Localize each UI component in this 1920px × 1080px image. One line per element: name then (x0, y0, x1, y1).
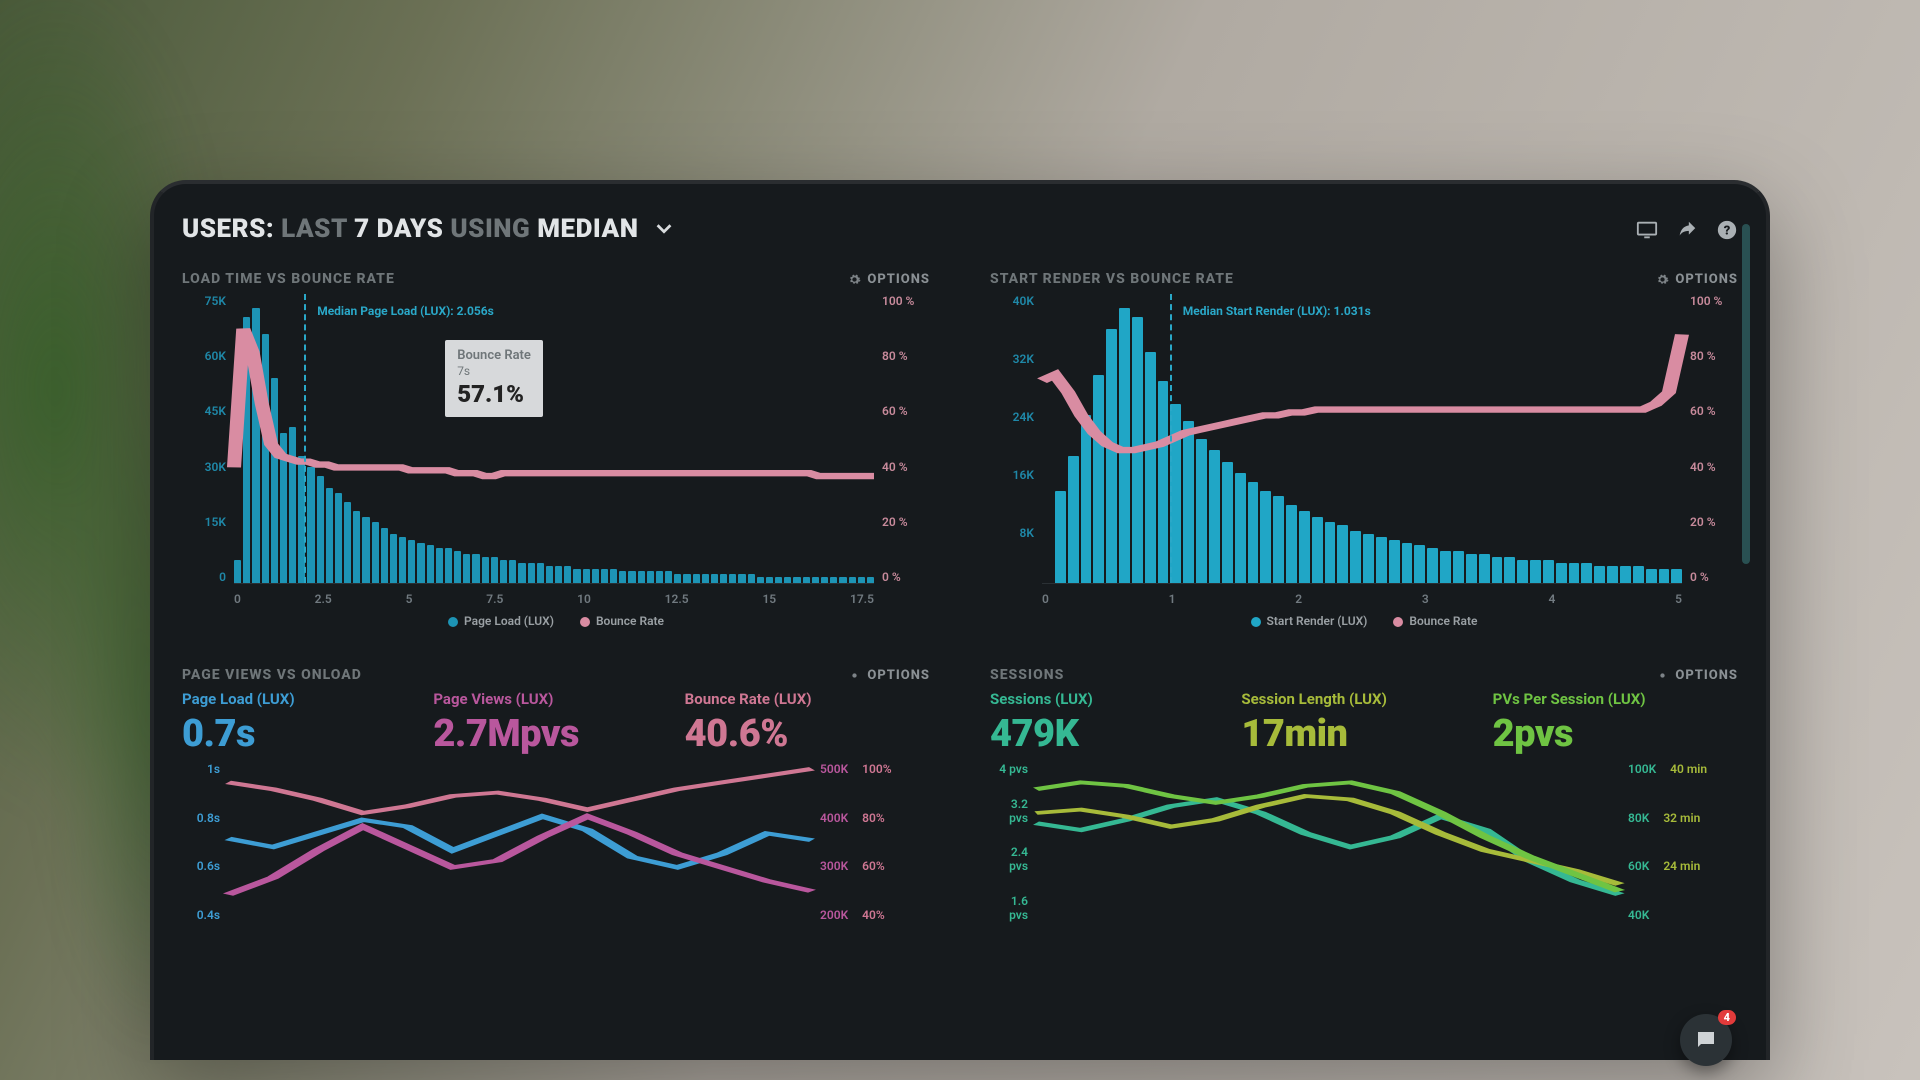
panel-title: START RENDER VS BOUNCE RATE (990, 271, 1234, 287)
metric-label: Session Length (LUX) (1241, 690, 1486, 708)
chart-load-time[interactable]: 75K60K45K30K15K0 100 %80 %60 %40 %20 %0 … (182, 294, 930, 624)
chat-button[interactable]: 4 (1680, 1014, 1732, 1066)
title-dim-2: USING (450, 214, 530, 244)
options-label: OPTIONS (867, 668, 930, 683)
options-label: OPTIONS (867, 272, 930, 287)
gear-icon (1656, 669, 1669, 682)
dashboard-screen: USERS: LAST 7 DAYS USING MEDIAN ? LOAD T… (182, 206, 1738, 1060)
options-button[interactable]: OPTIONS (1656, 272, 1738, 287)
panel-title: SESSIONS (990, 667, 1064, 683)
panel-start-render: START RENDER VS BOUNCE RATE OPTIONS 40K3… (990, 268, 1738, 624)
panel-sessions: SESSIONS OPTIONS Sessions (LUX) 479K Sess… (990, 664, 1738, 932)
metric-value: 40.6% (685, 712, 930, 756)
metric-value: 0.7s (182, 712, 427, 756)
title-prefix: USERS: (182, 214, 274, 244)
metric-value: 479K (990, 712, 1235, 756)
metric-label: PVs Per Session (LUX) (1493, 690, 1738, 708)
chart-sessions[interactable]: 4 pvs3.2 pvs2.4 pvs1.6 pvs 100K40 min80K… (990, 762, 1738, 932)
metric-value: 2pvs (1493, 712, 1738, 756)
gear-icon (848, 273, 861, 286)
panel-load-time: LOAD TIME VS BOUNCE RATE OPTIONS 75K60K4… (182, 268, 930, 624)
metric-label: Page Views (LUX) (433, 690, 678, 708)
options-button[interactable]: OPTIONS (848, 668, 930, 683)
chart-page-views[interactable]: 1s0.8s0.6s0.4s 500K100%400K80%300K60%200… (182, 762, 930, 932)
page-title[interactable]: USERS: LAST 7 DAYS USING MEDIAN (182, 214, 675, 245)
chevron-down-icon[interactable] (653, 216, 675, 246)
median-label: Median Page Load (LUX): 2.056s (317, 304, 494, 318)
panel-title: PAGE VIEWS VS ONLOAD (182, 667, 362, 683)
chart-start-render[interactable]: 40K32K24K16K8K 100 %80 %60 %40 %20 %0 % … (990, 294, 1738, 624)
title-range: 7 DAYS (354, 214, 443, 244)
metric-value: 2.7Mpvs (433, 712, 678, 756)
metric-label: Page Load (LUX) (182, 690, 427, 708)
notification-badge: 4 (1718, 1010, 1736, 1025)
chart-tooltip: Bounce Rate 7s 57.1% (445, 340, 543, 417)
options-label: OPTIONS (1675, 668, 1738, 683)
gear-icon (848, 669, 861, 682)
monitor-icon[interactable] (1636, 219, 1658, 241)
options-label: OPTIONS (1675, 272, 1738, 287)
gear-icon (1656, 273, 1669, 286)
scrollbar[interactable] (1742, 224, 1750, 564)
svg-text:?: ? (1724, 224, 1731, 239)
options-button[interactable]: OPTIONS (848, 272, 930, 287)
median-label: Median Start Render (LUX): 1.031s (1183, 304, 1371, 318)
help-icon[interactable]: ? (1716, 219, 1738, 241)
laptop-frame: USERS: LAST 7 DAYS USING MEDIAN ? LOAD T… (150, 180, 1770, 1060)
panel-page-views: PAGE VIEWS VS ONLOAD OPTIONS Page Load (… (182, 664, 930, 932)
metric-value: 17min (1241, 712, 1486, 756)
chat-icon (1694, 1028, 1718, 1052)
header: USERS: LAST 7 DAYS USING MEDIAN ? (182, 206, 1738, 254)
share-icon[interactable] (1676, 219, 1698, 241)
panel-title: LOAD TIME VS BOUNCE RATE (182, 271, 395, 287)
metric-label: Sessions (LUX) (990, 690, 1235, 708)
title-dim-1: LAST (281, 214, 347, 244)
title-aggregation: MEDIAN (537, 214, 638, 244)
metric-label: Bounce Rate (LUX) (685, 690, 930, 708)
options-button[interactable]: OPTIONS (1656, 668, 1738, 683)
